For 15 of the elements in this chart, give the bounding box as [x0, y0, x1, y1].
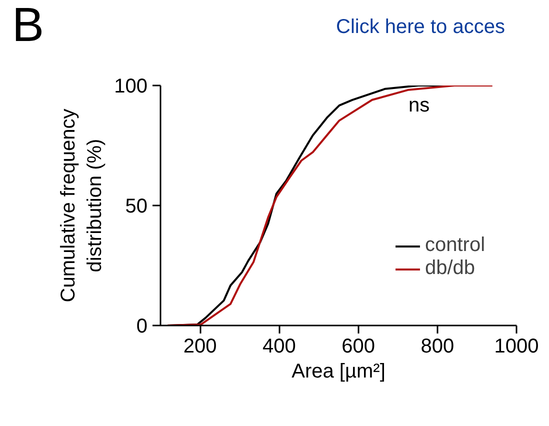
x-tick-label: 200 — [183, 336, 217, 358]
x-tick-label: 1000 — [494, 336, 539, 358]
annotation: ns — [408, 94, 430, 116]
text: B — [12, 0, 44, 52]
x-axis-title: Area [µm²] — [292, 360, 386, 382]
x-tick-label: 600 — [342, 336, 375, 358]
text: Click here to acces — [336, 16, 505, 38]
legend-label: db/db — [425, 257, 476, 280]
y-tick-label: 0 — [136, 316, 148, 338]
y-tick-label: 100 — [114, 76, 148, 98]
x-tick-label: 800 — [420, 336, 454, 358]
y-tick-label: 50 — [125, 196, 148, 218]
legend-label: control — [425, 234, 486, 257]
x-tick-label: 400 — [262, 336, 296, 358]
y-axis-title: Cumulative frequency distribution (%) — [58, 108, 106, 302]
